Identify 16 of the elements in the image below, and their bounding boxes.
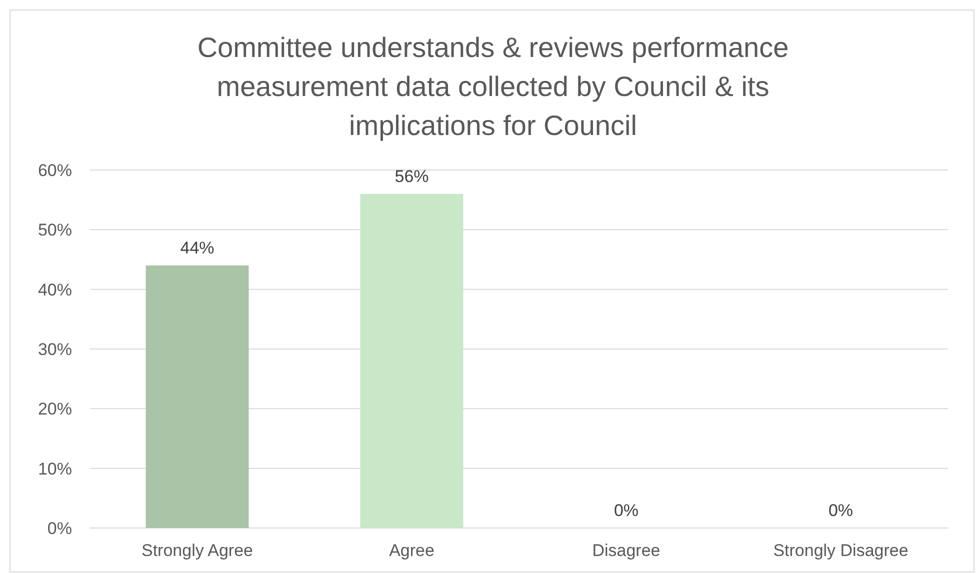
y-tick-label: 20% bbox=[38, 400, 72, 419]
chart-title: Committee understands & reviews performance measurement data collected by Council & its implications for Council bbox=[197, 32, 789, 141]
y-tick-label: 50% bbox=[38, 220, 72, 240]
x-tick-label: Agree bbox=[389, 541, 434, 560]
y-tick-label: 10% bbox=[38, 459, 72, 478]
x-tick-label: Disagree bbox=[592, 541, 660, 560]
y-tick-label: 40% bbox=[38, 280, 72, 300]
x-tick-label: Strongly Agree bbox=[141, 541, 254, 560]
data-label: 0% bbox=[614, 501, 639, 520]
y-tick-label: 60% bbox=[38, 161, 72, 180]
y-tick-label: 30% bbox=[38, 340, 72, 359]
data-label: 0% bbox=[828, 501, 854, 520]
y-tick-label: 0% bbox=[47, 519, 72, 538]
data-label: 56% bbox=[394, 166, 429, 186]
x-tick-label: Strongly Disagree bbox=[773, 541, 908, 560]
data-label: 44% bbox=[180, 238, 214, 258]
